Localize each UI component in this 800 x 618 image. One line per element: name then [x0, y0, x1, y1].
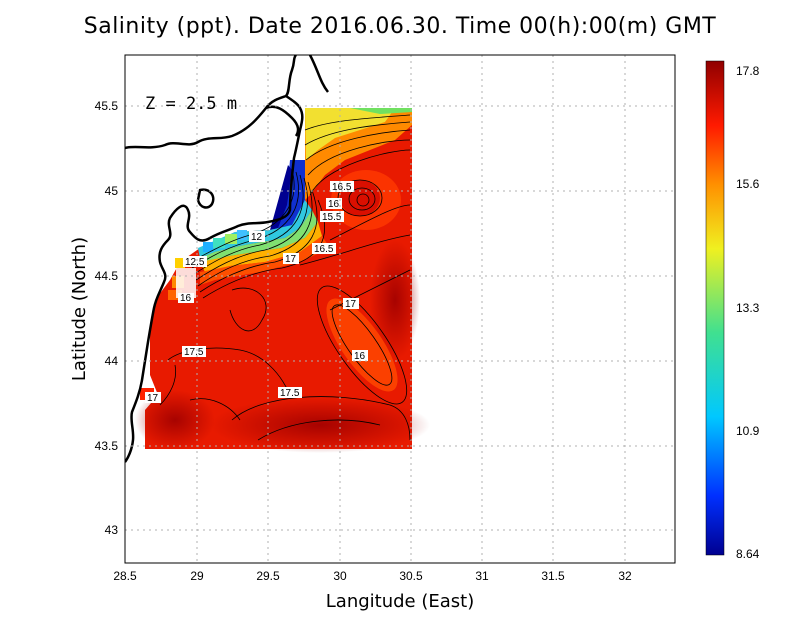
y-tick-label: 44	[105, 354, 119, 368]
contour-label: 12.5	[185, 257, 205, 268]
colorbar-label: 13.3	[736, 301, 760, 315]
coastline	[125, 55, 329, 463]
contour-label: 17.5	[280, 388, 300, 399]
y-tick-label: 43.5	[95, 439, 119, 453]
colorbar-gradient	[705, 60, 725, 556]
x-tick-label: 32	[618, 569, 632, 583]
y-tick-label: 44.5	[95, 269, 119, 283]
y-axis-title: Latitude (North)	[69, 237, 90, 381]
x-tick-label: 30.5	[399, 569, 423, 583]
contour-label: 17	[285, 254, 297, 265]
x-tick-label: 30	[333, 569, 347, 583]
colorbar-label: 17.8	[736, 64, 760, 78]
x-axis-title: Langitude (East)	[326, 591, 474, 612]
depth-label: Z = 2.5 m	[145, 94, 237, 114]
svg-text:16: 16	[180, 293, 192, 304]
contour-label: 17.5	[184, 347, 204, 358]
y-tick-label: 45.5	[95, 99, 119, 113]
x-axis-ticks: 28.5 29 29.5 30 30.5 31 31.5 32	[113, 569, 632, 583]
colorbar: 17.8 15.6 13.3 10.9 8.64	[705, 60, 760, 561]
contour-label: 12	[251, 232, 263, 243]
map-title: Salinity (ppt). Date 2016.06.30. Time 00…	[83, 14, 717, 39]
y-tick-label: 45	[105, 184, 119, 198]
x-tick-label: 31.5	[541, 569, 565, 583]
contour-label: 17	[345, 299, 357, 310]
colorbar-label: 8.64	[736, 547, 760, 561]
y-tick-label: 43	[105, 523, 119, 537]
contour-labels: 16.5 16 15.5 12 16.5 12.5 17 17 16 17.5 …	[145, 181, 368, 404]
contour-label: 17	[147, 393, 159, 404]
contour-lines	[159, 114, 411, 441]
x-tick-label: 31	[475, 569, 489, 583]
y-axis-ticks: 43 43.5 44 44.5 45 45.5	[95, 99, 119, 537]
x-tick-label: 29	[190, 569, 204, 583]
grid-lines	[125, 55, 675, 563]
colorbar-label: 10.9	[736, 424, 760, 438]
colorbar-label: 15.6	[736, 177, 760, 191]
contour-label: 16	[354, 351, 366, 362]
contour-label: 15.5	[322, 212, 342, 223]
contour-label: 16	[328, 199, 340, 210]
x-tick-label: 28.5	[113, 569, 137, 583]
contour-label: 16.5	[332, 182, 352, 193]
x-tick-label: 29.5	[256, 569, 280, 583]
salinity-field: 16.5 16 15.5 12 16.5 12.5 17 17 16 17.5 …	[125, 55, 430, 463]
contour-label: 16.5	[314, 244, 334, 255]
